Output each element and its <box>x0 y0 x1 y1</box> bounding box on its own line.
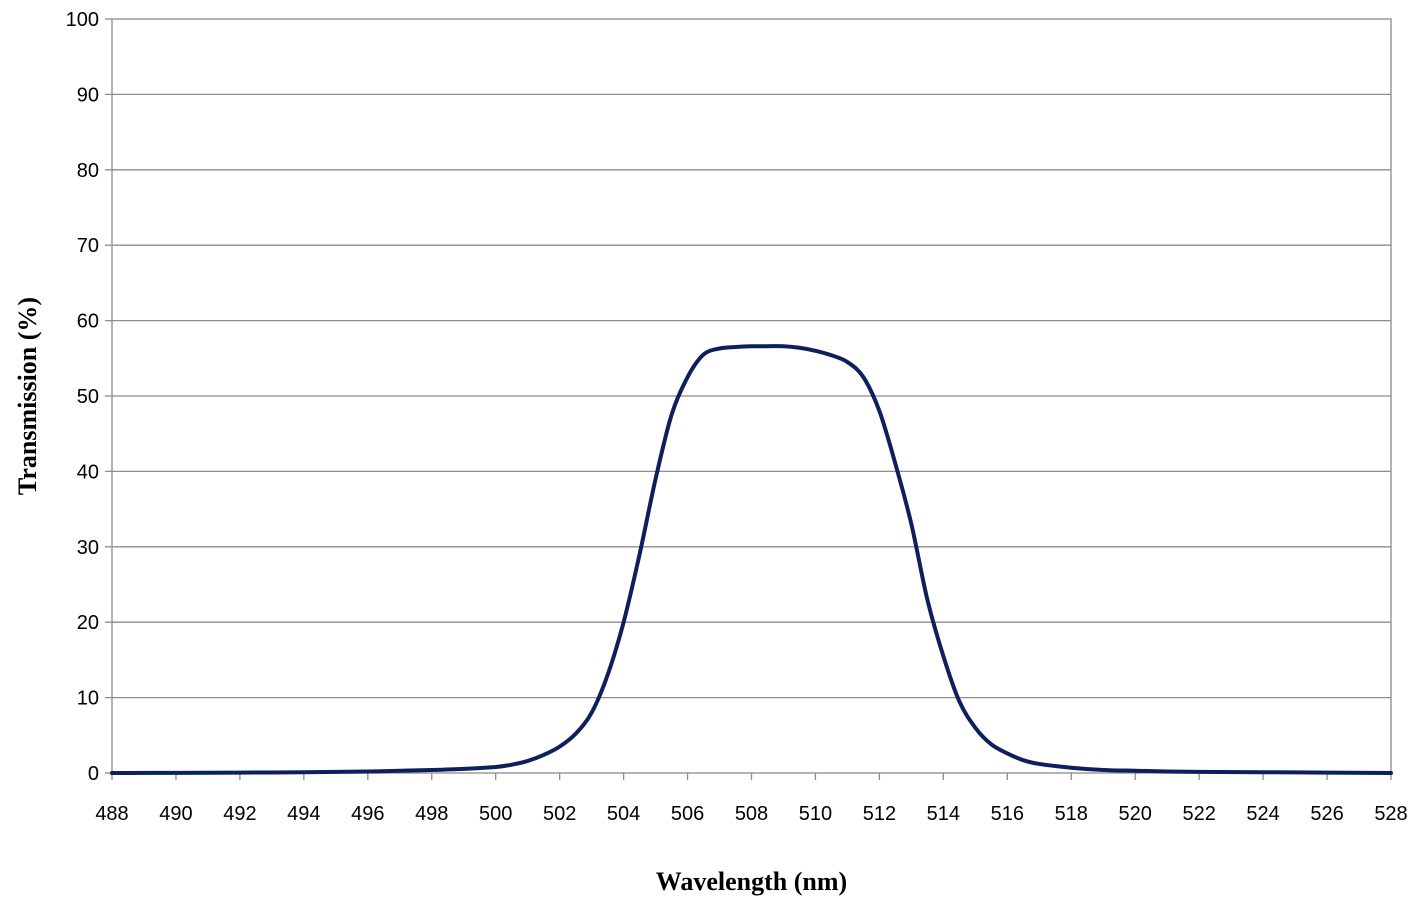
x-tick-label: 504 <box>607 803 640 825</box>
series-line-0 <box>110 344 1393 775</box>
y-tick-label: 40 <box>77 461 99 483</box>
y-axis-ticks: 0 10 20 30 40 50 60 70 80 90 100 <box>66 9 112 785</box>
x-tick-label: 520 <box>1119 803 1152 825</box>
x-tick-label: 498 <box>415 803 448 825</box>
y-tick-label: 90 <box>77 84 99 106</box>
y-tick-label: 70 <box>77 235 99 257</box>
x-tick-label: 494 <box>287 803 320 825</box>
x-tick-label: 514 <box>927 803 960 825</box>
gridlines <box>112 93 1391 699</box>
x-tick-label: 512 <box>863 803 896 825</box>
x-tick-label: 490 <box>159 803 192 825</box>
y-tick-label: 10 <box>77 688 99 710</box>
y-tick-label: 100 <box>66 9 99 31</box>
y-tick-label: 50 <box>77 386 99 408</box>
y-axis-title: Transmission (%) <box>13 297 42 495</box>
x-tick-label: 528 <box>1374 803 1407 825</box>
y-tick-label: 20 <box>77 612 99 634</box>
x-tick-label: 502 <box>543 803 576 825</box>
x-tick-label: 508 <box>735 803 768 825</box>
x-tick-label: 524 <box>1246 803 1279 825</box>
x-axis-ticks: 488 490 492 494 496 498 500 502 504 506 508 510 512 5… <box>95 773 1408 825</box>
x-tick-label: 510 <box>799 803 832 825</box>
y-tick-label: 30 <box>77 537 99 559</box>
x-tick-label: 496 <box>351 803 384 825</box>
x-tick-label: 526 <box>1310 803 1343 825</box>
x-tick-label: 522 <box>1182 803 1215 825</box>
x-axis-title: Wavelength (nm) <box>656 867 847 896</box>
y-tick-label: 80 <box>77 160 99 182</box>
x-tick-label: 500 <box>479 803 512 825</box>
y-tick-label: 0 <box>88 763 99 785</box>
x-tick-label: 492 <box>223 803 256 825</box>
x-tick-label: 488 <box>95 803 128 825</box>
series-layer <box>110 344 1393 775</box>
x-tick-label: 518 <box>1055 803 1088 825</box>
x-tick-label: 516 <box>991 803 1024 825</box>
x-tick-label: 506 <box>671 803 704 825</box>
y-tick-label: 60 <box>77 311 99 333</box>
